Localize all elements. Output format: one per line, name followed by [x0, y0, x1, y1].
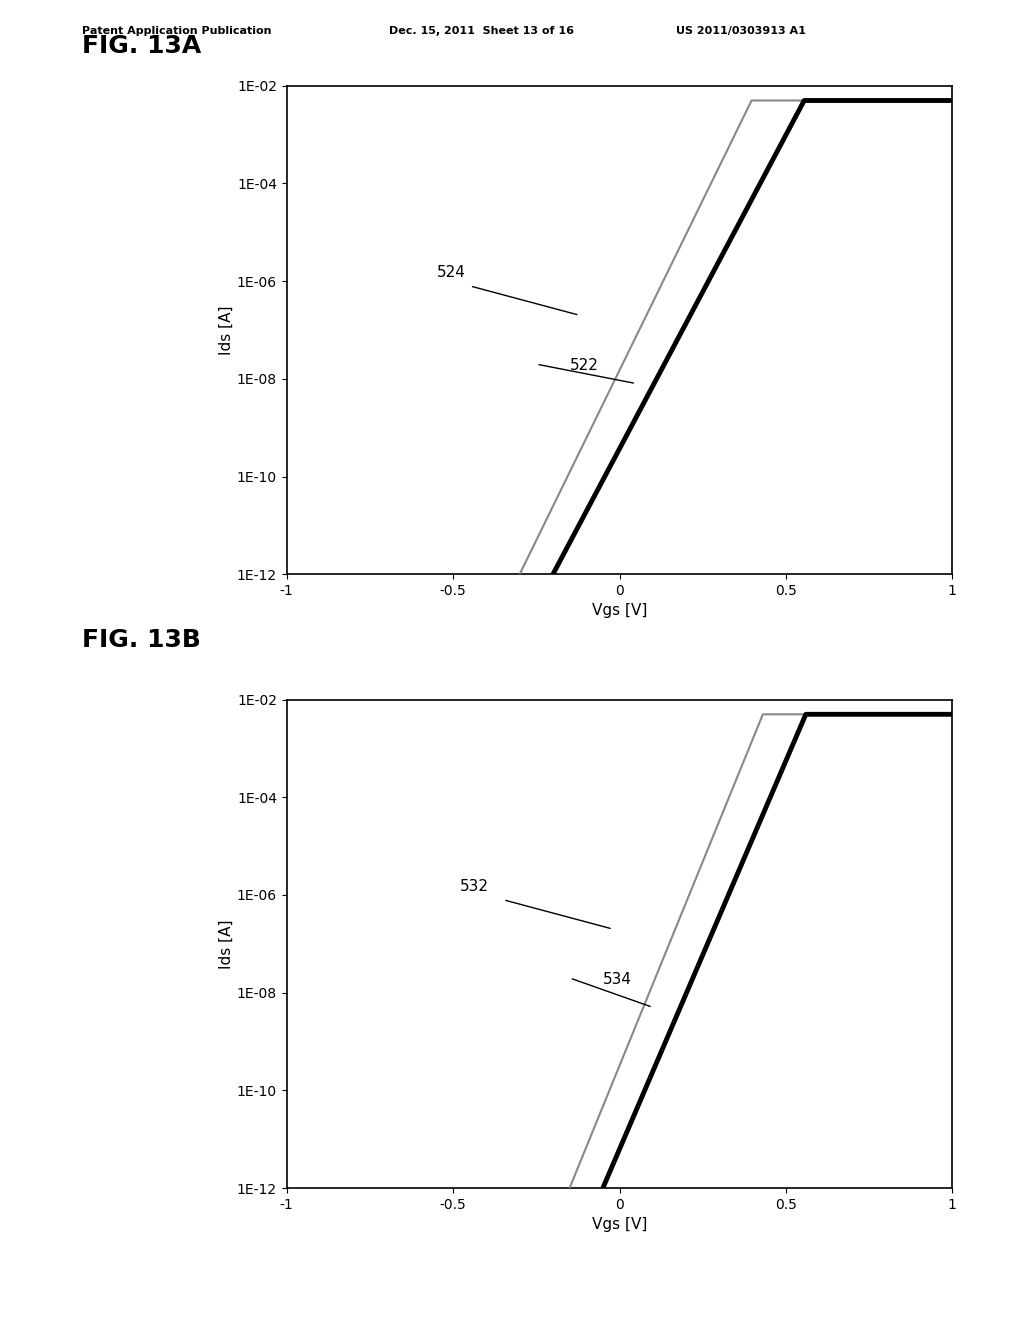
Text: 532: 532	[460, 879, 488, 894]
Y-axis label: Ids [A]: Ids [A]	[219, 305, 234, 355]
Text: FIG. 13A: FIG. 13A	[82, 34, 201, 58]
Text: 524: 524	[436, 265, 465, 280]
X-axis label: Vgs [V]: Vgs [V]	[592, 603, 647, 619]
Text: 534: 534	[603, 972, 632, 987]
X-axis label: Vgs [V]: Vgs [V]	[592, 1217, 647, 1233]
Text: FIG. 13B: FIG. 13B	[82, 628, 201, 652]
Text: Patent Application Publication: Patent Application Publication	[82, 26, 271, 37]
Text: 522: 522	[569, 358, 598, 374]
Text: US 2011/0303913 A1: US 2011/0303913 A1	[676, 26, 806, 37]
Text: Dec. 15, 2011  Sheet 13 of 16: Dec. 15, 2011 Sheet 13 of 16	[389, 26, 574, 37]
Y-axis label: Ids [A]: Ids [A]	[219, 919, 234, 969]
